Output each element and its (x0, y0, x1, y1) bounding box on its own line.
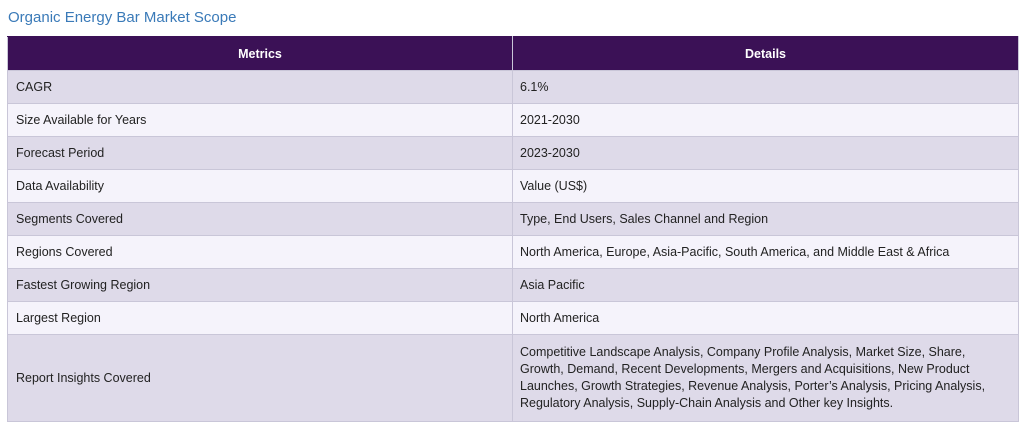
metric-cell: CAGR (7, 70, 513, 104)
table-row: CAGR 6.1% (7, 70, 1019, 104)
metric-cell: Regions Covered (7, 235, 513, 269)
metric-cell: Segments Covered (7, 202, 513, 236)
metric-cell: Data Availability (7, 169, 513, 203)
table-row: Size Available for Years 2021-2030 (7, 103, 1019, 137)
table-row: Data Availability Value (US$) (7, 169, 1019, 203)
table-row: Fastest Growing Region Asia Pacific (7, 268, 1019, 302)
table-row: Segments Covered Type, End Users, Sales … (7, 202, 1019, 236)
detail-cell: Competitive Landscape Analysis, Company … (512, 334, 1019, 422)
detail-cell: Value (US$) (512, 169, 1019, 203)
detail-cell: 6.1% (512, 70, 1019, 104)
metric-cell: Report Insights Covered (7, 334, 513, 422)
table-row: Forecast Period 2023-2030 (7, 136, 1019, 170)
metric-cell: Fastest Growing Region (7, 268, 513, 302)
table-row: Largest Region North America (7, 301, 1019, 335)
detail-cell: 2021-2030 (512, 103, 1019, 137)
table-header-row: Metrics Details (7, 36, 1019, 71)
detail-cell: Asia Pacific (512, 268, 1019, 302)
metric-cell: Size Available for Years (7, 103, 513, 137)
market-scope-table: Metrics Details CAGR 6.1% Size Available… (7, 36, 1019, 422)
detail-cell: North America, Europe, Asia-Pacific, Sou… (512, 235, 1019, 269)
table-row: Report Insights Covered Competitive Land… (7, 334, 1019, 422)
header-metrics: Metrics (7, 36, 513, 71)
metric-cell: Forecast Period (7, 136, 513, 170)
header-details: Details (512, 36, 1019, 71)
table-row: Regions Covered North America, Europe, A… (7, 235, 1019, 269)
metric-cell: Largest Region (7, 301, 513, 335)
detail-cell: Type, End Users, Sales Channel and Regio… (512, 202, 1019, 236)
detail-cell: North America (512, 301, 1019, 335)
page-title: Organic Energy Bar Market Scope (8, 9, 237, 26)
detail-cell: 2023-2030 (512, 136, 1019, 170)
